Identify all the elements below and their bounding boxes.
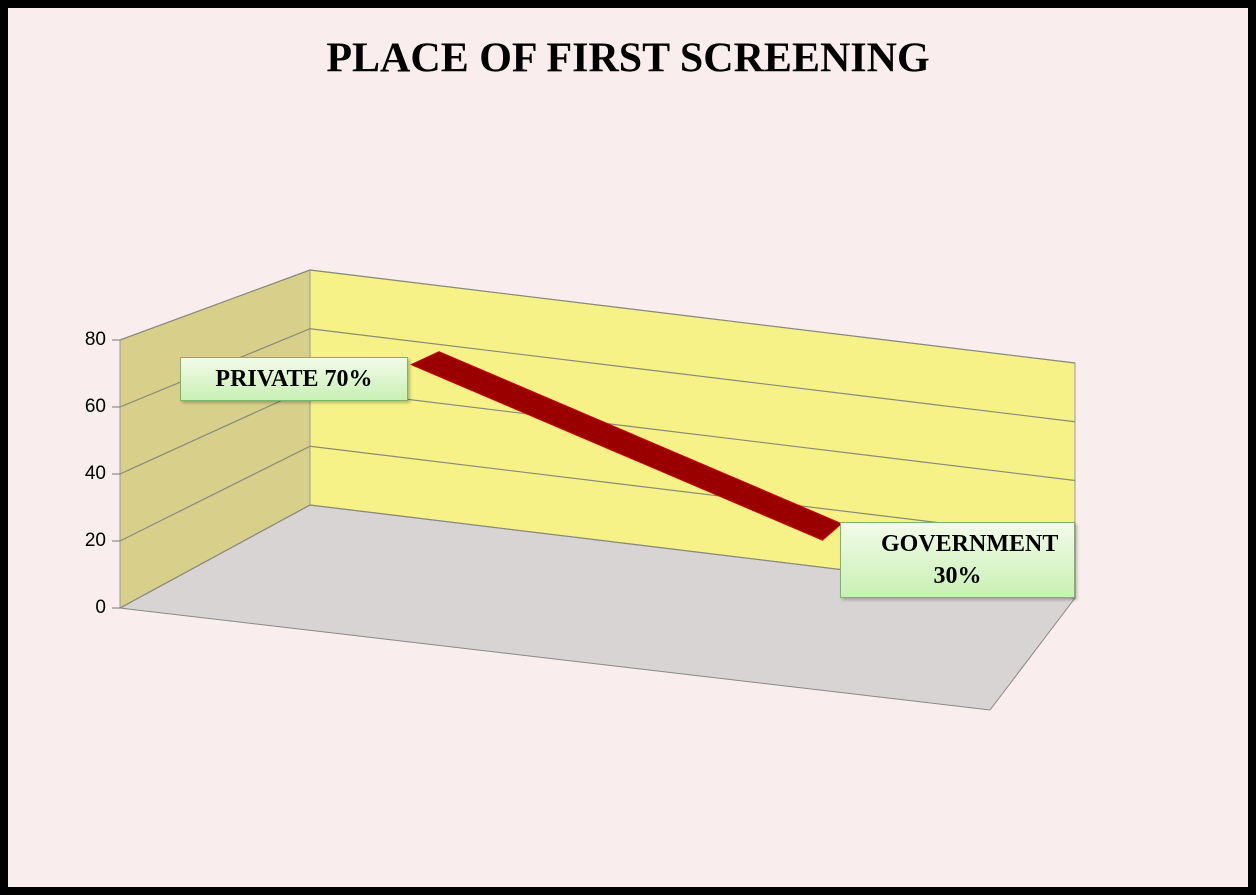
grid-line	[119, 445, 1076, 542]
y-tick-label: 40	[85, 463, 106, 484]
line-ribbon	[409, 351, 843, 541]
data-label: PRIVATE 70%	[180, 357, 408, 401]
grid-line	[119, 269, 1076, 364]
y-tick-label: 60	[85, 396, 106, 417]
chart-title: PLACE OF FIRST SCREENING	[326, 36, 929, 82]
grid-line	[119, 504, 1076, 609]
y-tick-label: 0	[95, 597, 106, 618]
y-tick-label: 20	[85, 530, 106, 551]
data-label: GOVERNMENT 30%	[840, 522, 1075, 598]
y-tick-label: 80	[85, 329, 106, 350]
